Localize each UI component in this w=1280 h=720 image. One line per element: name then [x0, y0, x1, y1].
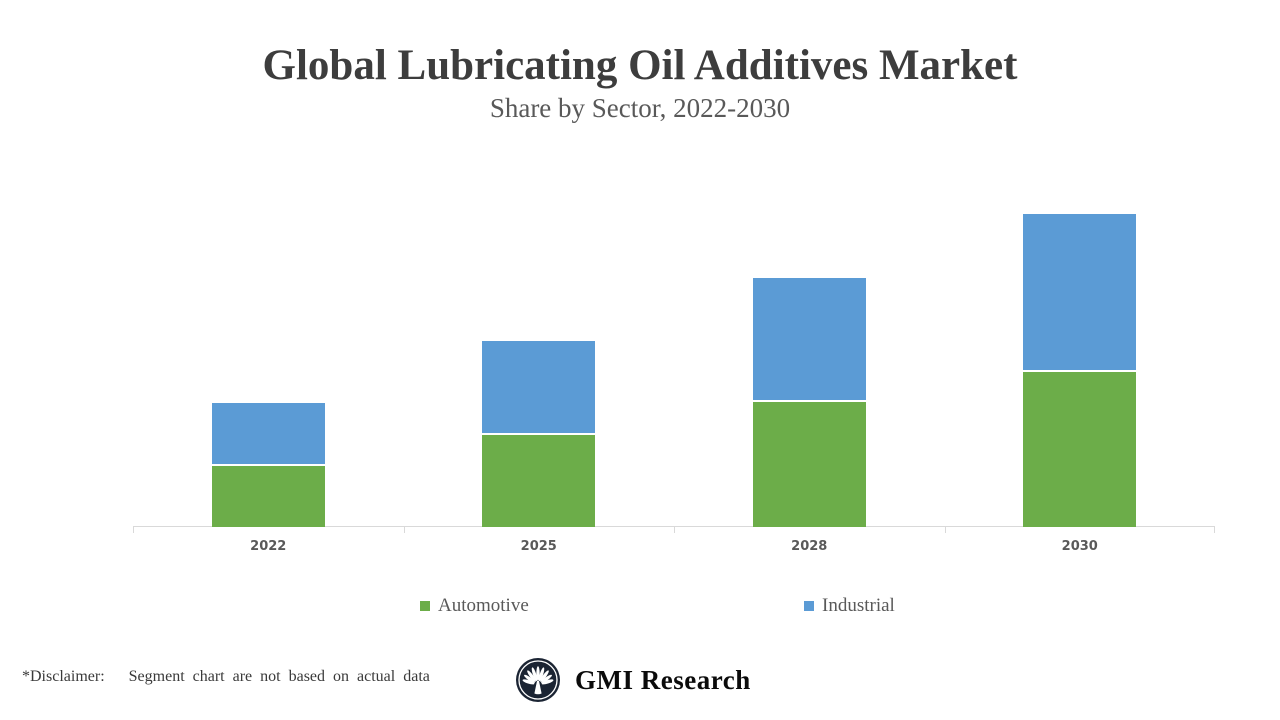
x-axis-label-2028: 2028 — [791, 539, 828, 554]
stacked-bar-2028 — [752, 278, 866, 527]
bar-segment-industrial-2022 — [211, 403, 325, 466]
stacked-bar-plot: 2022 2025 2028 2030 — [133, 0, 1215, 554]
chart-title: Global Lubricating Oil Additives Market — [262, 42, 1018, 89]
x-axis-tick — [1214, 527, 1215, 533]
x-axis-label-2025: 2025 — [520, 539, 557, 554]
chart-header: Global Lubricating Oil Additives Market … — [0, 42, 1280, 124]
bar-segment-automotive-2025 — [482, 435, 596, 527]
legend-item-automotive: Automotive — [420, 594, 529, 618]
legend-label-industrial: Industrial — [822, 595, 895, 616]
bar-segment-automotive-2030 — [1023, 372, 1137, 527]
stacked-bar-2022 — [211, 403, 325, 527]
bar-segment-automotive-2022 — [211, 466, 325, 527]
legend-label-automotive: Automotive — [438, 595, 529, 616]
disclaimer-text: *Disclaimer: Segment chart are not based… — [22, 668, 430, 685]
bar-segment-industrial-2028 — [752, 278, 866, 402]
x-axis-tick — [133, 527, 134, 533]
x-axis-label-2022: 2022 — [250, 539, 287, 554]
stacked-bar-2030 — [1023, 214, 1137, 527]
brand-name: GMI Research — [575, 664, 751, 695]
chart-subtitle: Share by Sector, 2022-2030 — [489, 93, 791, 124]
stacked-bar-2025 — [482, 341, 596, 527]
gmi-logo-icon — [516, 658, 560, 702]
bar-segment-automotive-2028 — [752, 402, 866, 527]
chart-legend: Automotive Industrial — [0, 594, 1280, 620]
bar-segment-industrial-2025 — [482, 341, 596, 435]
x-axis-tick — [674, 527, 675, 533]
brand-lockup: GMI Research — [515, 657, 751, 703]
x-axis-tick — [945, 527, 946, 533]
x-axis-line — [133, 526, 1215, 527]
x-axis-tick — [404, 527, 405, 533]
bar-segment-industrial-2030 — [1023, 214, 1137, 372]
legend-item-industrial: Industrial — [804, 594, 895, 618]
x-axis-label-2030: 2030 — [1061, 539, 1098, 554]
industrial-swatch-icon — [804, 601, 814, 611]
automotive-swatch-icon — [420, 601, 430, 611]
